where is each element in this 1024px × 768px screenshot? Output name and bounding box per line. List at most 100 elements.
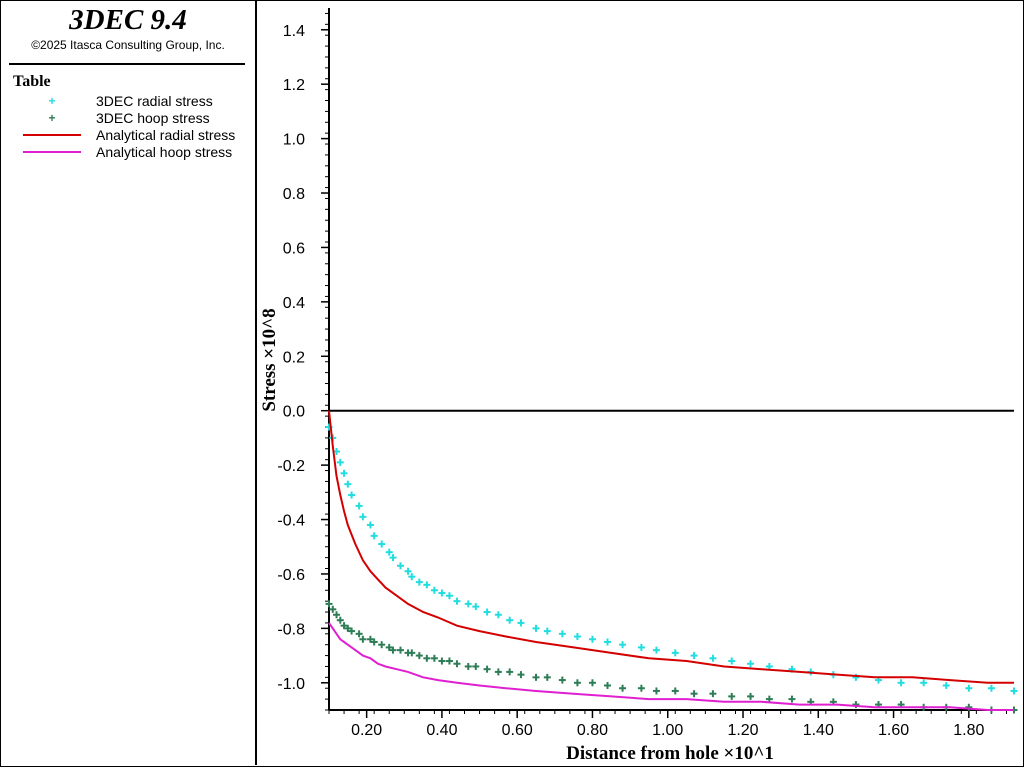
data-point (652, 646, 660, 654)
data-point (897, 679, 905, 687)
data-point (385, 643, 393, 651)
data-point (464, 600, 472, 608)
plus-marker-icon: + (48, 111, 56, 125)
y-tick-label: 0.0 (283, 404, 305, 421)
data-point (920, 679, 928, 687)
data-point (532, 673, 540, 681)
data-point (370, 638, 378, 646)
data-point (987, 684, 995, 692)
y-tick-label: 0.2 (283, 349, 305, 366)
data-point (348, 491, 356, 499)
legend-label: 3DEC hoop stress (96, 110, 210, 126)
data-point (604, 638, 612, 646)
data-point (543, 673, 551, 681)
y-tick-label: 0.8 (283, 186, 305, 203)
line-swatch-icon (23, 151, 81, 153)
y-tick-label: 1.2 (283, 77, 305, 94)
data-point (709, 654, 717, 662)
line-swatch-icon (23, 134, 81, 136)
data-point (397, 646, 405, 654)
data-point (344, 480, 352, 488)
x-tick-label: 1.00 (652, 722, 683, 739)
series-0 (325, 423, 1018, 695)
data-point (359, 513, 367, 521)
legend-item-hoop-3dec: + 3DEC hoop stress (1, 110, 255, 126)
series-3 (328, 622, 1014, 711)
data-point (472, 662, 480, 670)
data-point (430, 654, 438, 662)
data-point (494, 668, 502, 676)
data-point (438, 589, 446, 597)
y-tick-label: -0.2 (277, 458, 305, 475)
data-point (472, 603, 480, 611)
data-point (709, 690, 717, 698)
data-point (336, 616, 344, 624)
series-line (328, 622, 1014, 711)
data-point (333, 611, 341, 619)
x-tick-label: 1.60 (878, 722, 909, 739)
y-tick-label: 1.0 (283, 132, 305, 149)
data-point (671, 687, 679, 695)
data-point (506, 616, 514, 624)
data-point (573, 633, 581, 641)
y-tick-label: -0.8 (277, 621, 305, 638)
data-point (532, 624, 540, 632)
data-point (453, 660, 461, 668)
y-tick-label: 1.4 (283, 23, 305, 40)
data-point (637, 643, 645, 651)
legend-item-radial-3dec: + 3DEC radial stress (1, 93, 255, 109)
y-tick-label: -0.4 (277, 513, 305, 530)
data-point (408, 649, 416, 657)
legend-item-radial-analytical: Analytical radial stress (1, 127, 255, 143)
series-1 (325, 600, 1018, 714)
legend-label: Analytical hoop stress (96, 144, 233, 160)
data-point (604, 682, 612, 690)
data-point (340, 622, 348, 630)
app-title: 3DEC 9.4 (69, 4, 187, 36)
data-point (965, 684, 973, 692)
y-tick-label: -0.6 (277, 567, 305, 584)
x-tick-label: 0.60 (502, 722, 533, 739)
data-point (671, 649, 679, 657)
x-tick-label: 1.20 (727, 722, 758, 739)
data-point (483, 665, 491, 673)
legend-item-hoop-analytical: Analytical hoop stress (1, 144, 255, 160)
data-point (370, 532, 378, 540)
y-tick-label: 0.4 (283, 295, 305, 312)
legend-title: Table (13, 73, 51, 90)
data-point (690, 690, 698, 698)
data-point (483, 608, 491, 616)
data-point (728, 692, 736, 700)
x-tick-label: 0.80 (577, 722, 608, 739)
series-2 (328, 410, 1014, 684)
data-point (389, 646, 397, 654)
data-point (366, 635, 374, 643)
data-point (747, 660, 755, 668)
data-point (336, 458, 344, 466)
data-point (355, 502, 363, 510)
data-point (788, 695, 796, 703)
legend-label: 3DEC radial stress (96, 93, 213, 109)
data-point (340, 469, 348, 477)
data-point (378, 540, 386, 548)
data-point (438, 657, 446, 665)
x-axis-label: Distance from hole ×10^1 (566, 743, 774, 764)
data-point (464, 662, 472, 670)
data-point (325, 600, 333, 608)
data-point (404, 567, 412, 575)
data-point (366, 521, 374, 529)
data-point (573, 679, 581, 687)
data-point (690, 652, 698, 660)
x-tick-label: 1.40 (803, 722, 834, 739)
data-point (329, 605, 337, 613)
data-point (389, 554, 397, 562)
data-point (619, 684, 627, 692)
data-point (652, 687, 660, 695)
data-point (588, 635, 596, 643)
plus-marker-icon: + (48, 94, 56, 108)
series-line (328, 410, 1014, 684)
data-point (1010, 687, 1018, 695)
data-point (415, 578, 423, 586)
data-point (348, 627, 356, 635)
data-point (619, 641, 627, 649)
